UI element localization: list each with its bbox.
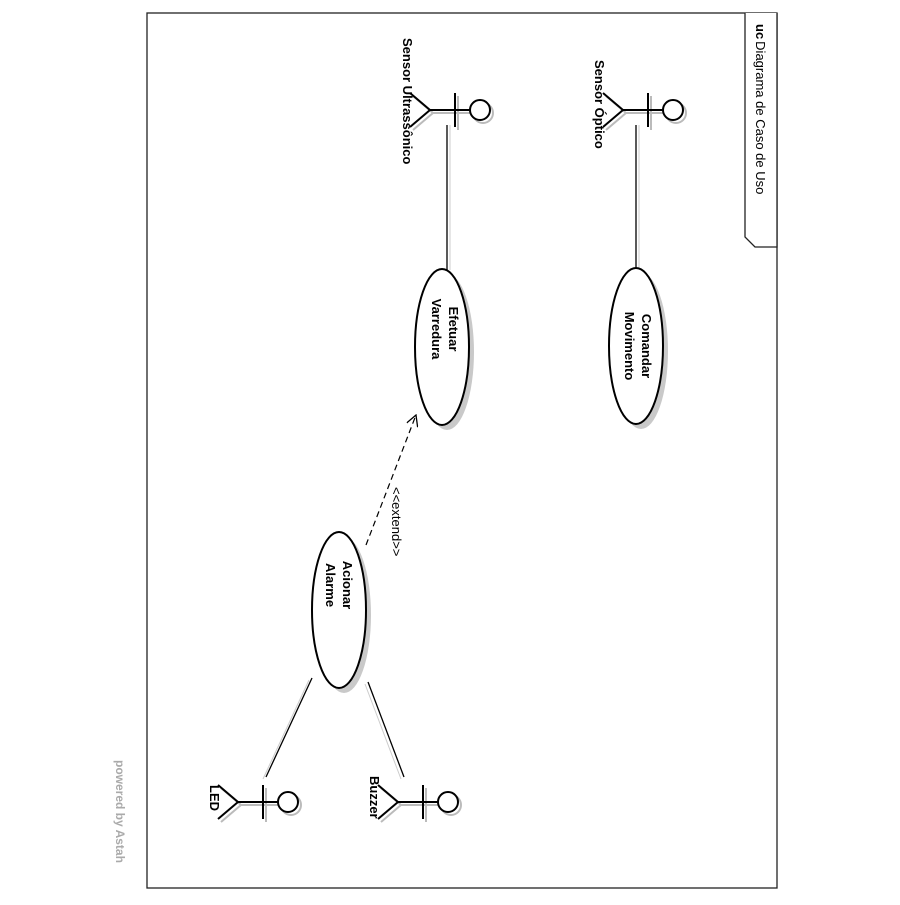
diagram-frame [146, 12, 778, 889]
actor-sensor-ultrassonico[interactable]: Sensor Ultrassônico [400, 38, 494, 164]
extend-label: <<extend>> [389, 487, 404, 556]
use-case-acionar-alarme-line1: Acionar [340, 561, 355, 609]
use-case-comandar-movimento-line1: Comandar [639, 314, 654, 378]
use-case-efetuar-varredura-line1: Efetuar [446, 307, 461, 352]
actor-sensor-optico[interactable]: Sensor Óptico [592, 60, 687, 149]
extend-dependency-arrow [365, 415, 416, 546]
actor-sensor-ultrassonico-label: Sensor Ultrassônico [400, 38, 415, 164]
association-alarme-led [265, 677, 313, 778]
actor-led[interactable]: LED [207, 784, 302, 823]
astah-watermark: powered by Astah [113, 760, 127, 863]
use-case-efetuar-varredura[interactable]: Efetuar Varredura [414, 268, 474, 430]
actor-buzzer[interactable]: Buzzer [367, 776, 462, 823]
use-case-comandar-movimento-line2: Movimento [622, 312, 637, 381]
use-case-efetuar-varredura-line2: Varredura [429, 299, 444, 360]
actor-led-label: LED [207, 785, 222, 811]
actor-buzzer-label: Buzzer [367, 776, 382, 819]
use-case-acionar-alarme[interactable]: Acionar Alarme [311, 531, 371, 693]
actor-sensor-optico-label: Sensor Óptico [592, 60, 607, 149]
frame-title-tab [744, 13, 778, 248]
use-case-comandar-movimento[interactable]: Comandar Movimento [608, 267, 668, 429]
use-case-acionar-alarme-line2: Alarme [323, 563, 338, 607]
association-alarme-buzzer [367, 681, 405, 778]
frame-title: ucDiagrama de Caso de Uso [753, 24, 768, 194]
